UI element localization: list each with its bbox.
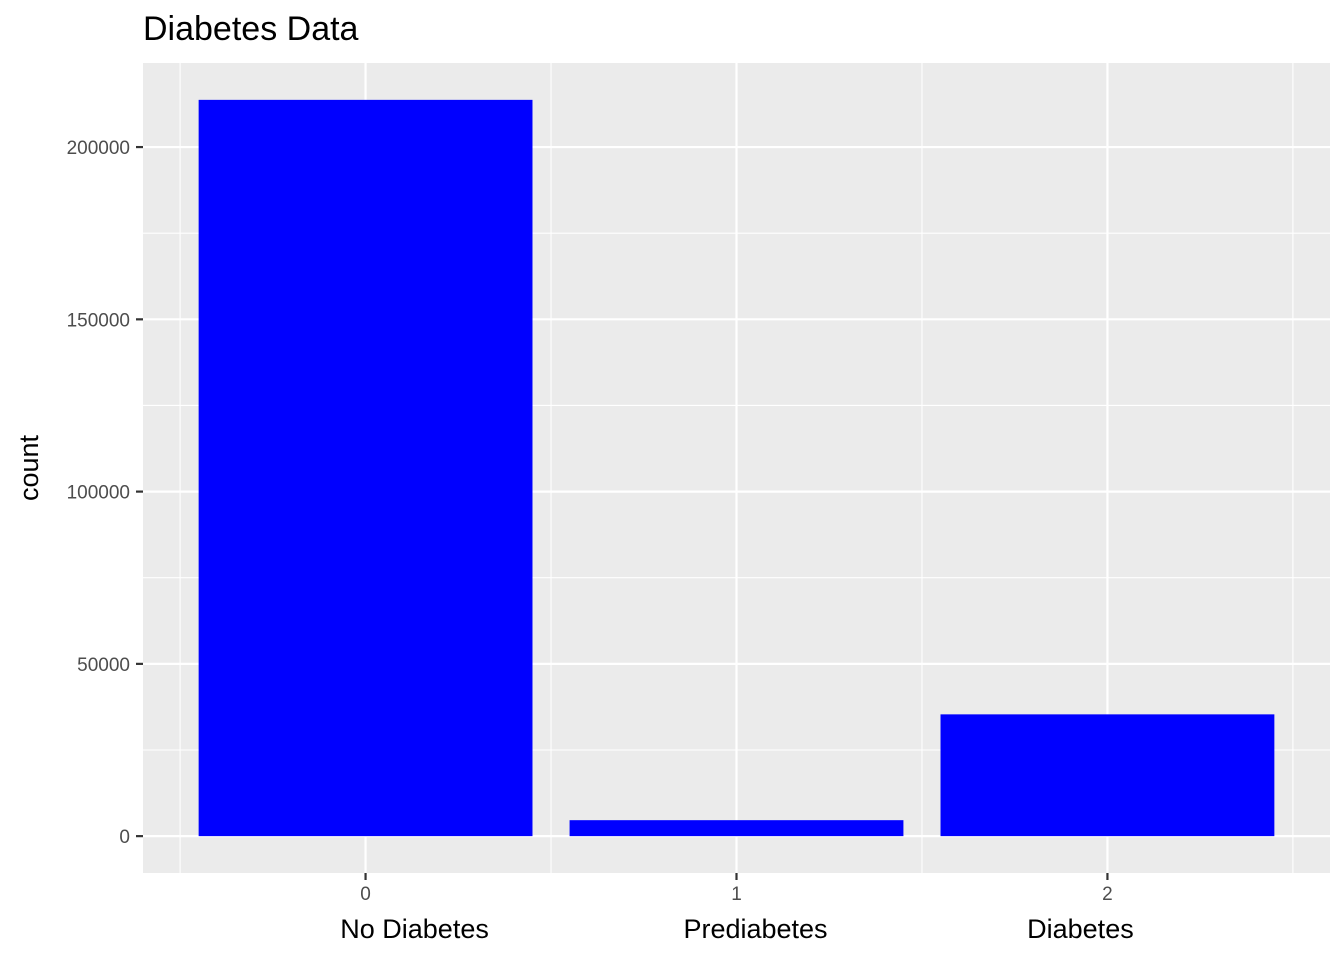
category-name-label: Prediabetes — [683, 914, 827, 944]
y-tick-label: 150000 — [67, 310, 130, 331]
chart-title: Diabetes Data — [143, 10, 359, 48]
category-name-label: No Diabetes — [340, 914, 489, 944]
bar — [569, 820, 904, 837]
bars — [198, 99, 1275, 837]
y-tick-label: 200000 — [67, 138, 130, 159]
x-tick-label: 0 — [360, 884, 371, 905]
y-axis: 0 50000 100000 150000 200000 — [67, 138, 143, 848]
x-tick-label: 1 — [731, 884, 742, 905]
bar — [198, 99, 533, 837]
y-tick-label: 0 — [119, 827, 130, 848]
y-tick-label: 100000 — [67, 483, 130, 504]
category-name-label: Diabetes — [1027, 914, 1134, 944]
x-tick-label: 2 — [1102, 884, 1113, 905]
x-axis: 0 1 2 No Diabetes Prediabetes Diabetes — [340, 873, 1134, 944]
bar — [940, 714, 1275, 837]
y-tick-label: 50000 — [77, 655, 130, 676]
y-axis-title: count — [14, 434, 44, 501]
